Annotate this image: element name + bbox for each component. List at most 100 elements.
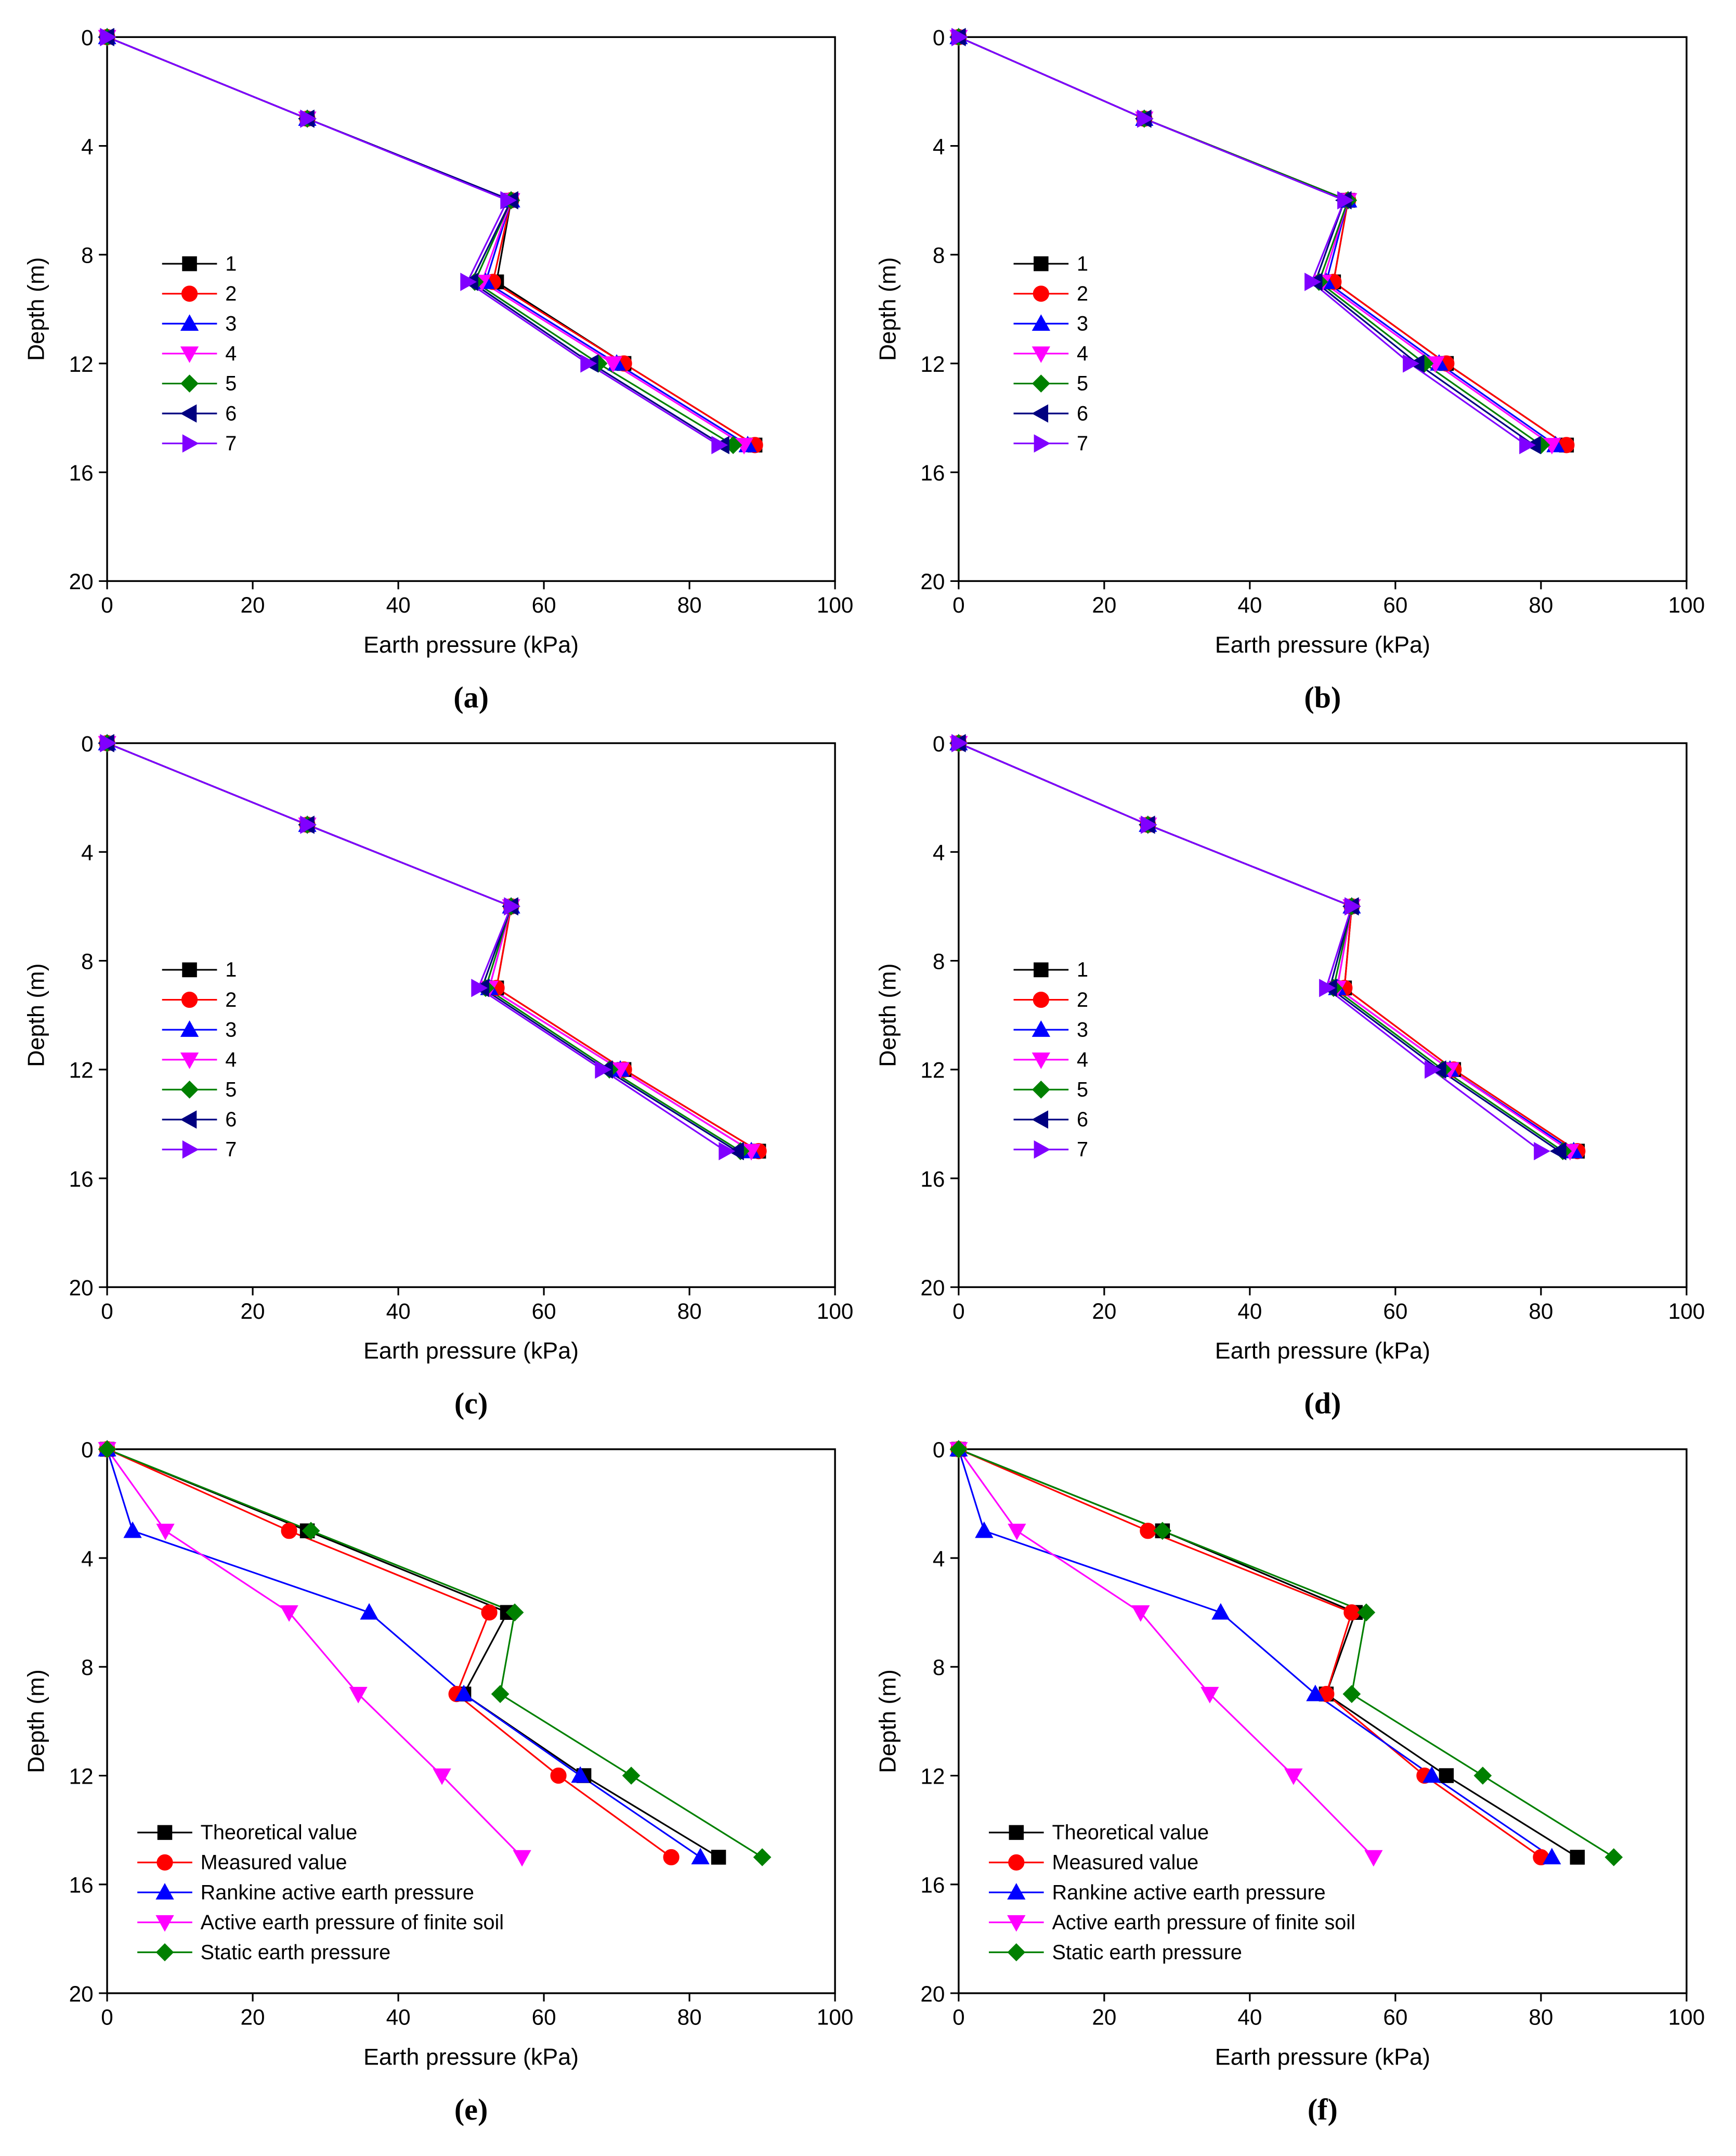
legend-label: 3 (1077, 313, 1088, 335)
y-tick-label: 0 (933, 1438, 945, 1462)
y-tick-label: 4 (81, 134, 94, 159)
series-line (107, 1448, 672, 1858)
legend-label: 1 (1077, 252, 1088, 275)
legend-marker (1034, 962, 1049, 978)
y-tick-label: 4 (933, 1547, 945, 1571)
marker (1357, 1603, 1376, 1622)
legend-label: 4 (225, 1048, 237, 1071)
x-tick-label: 0 (101, 593, 113, 617)
plot-frame (106, 36, 836, 582)
y-tick-label: 8 (933, 1655, 945, 1680)
legend-label: Static earth pressure (201, 1941, 390, 1964)
marker (123, 1521, 142, 1538)
legend-marker (1034, 434, 1051, 453)
x-tick-label: 80 (1529, 2005, 1553, 2030)
marker (280, 1605, 298, 1622)
marker (1137, 109, 1154, 128)
legend-label: 5 (1077, 1079, 1088, 1101)
x-tick-label: 100 (1668, 1299, 1705, 1323)
legend-label: 7 (1077, 432, 1088, 455)
y-tick-label: 0 (81, 25, 94, 50)
marker (1604, 1848, 1623, 1866)
marker (1140, 1523, 1156, 1539)
y-axis-label: Depth (m) (23, 963, 49, 1067)
y-tick-label: 4 (81, 840, 94, 865)
x-axis-label: Earth pressure (kPa) (1215, 631, 1430, 658)
x-axis-label: Earth pressure (kPa) (1215, 1337, 1430, 1364)
marker (727, 1142, 744, 1161)
marker (949, 1440, 968, 1459)
caption: (b) (1304, 680, 1341, 714)
legend-label: Theoretical value (1052, 1821, 1209, 1844)
x-tick-label: 80 (677, 593, 702, 617)
legend-marker (1032, 1052, 1050, 1069)
x-tick-label: 20 (241, 1299, 265, 1323)
x-tick-label: 60 (1383, 593, 1407, 617)
marker (1284, 1768, 1303, 1785)
x-tick-label: 20 (241, 2005, 265, 2030)
marker (1345, 897, 1361, 916)
series-line (107, 1448, 763, 1858)
series-line (106, 1448, 523, 1858)
marker (471, 979, 488, 997)
legend-marker (155, 1883, 174, 1900)
caption: (a) (453, 680, 489, 714)
legend-marker (180, 374, 199, 393)
marker (604, 356, 622, 373)
marker (550, 1767, 567, 1784)
plot-frame (106, 1448, 836, 1994)
legend-marker (182, 434, 199, 453)
legend-marker (180, 346, 199, 363)
marker (1008, 1524, 1026, 1540)
legend-label: Rankine active earth pressure (201, 1881, 474, 1904)
marker (711, 436, 728, 454)
y-tick-label: 16 (920, 1873, 945, 1898)
legend-marker (155, 1915, 174, 1932)
legend-label: 4 (1077, 342, 1088, 365)
marker (504, 897, 521, 916)
marker (1319, 979, 1336, 997)
y-tick-label: 12 (920, 1058, 945, 1083)
marker (500, 191, 517, 210)
legend-marker (180, 1110, 197, 1129)
plot-frame (958, 742, 1688, 1288)
legend-label: 5 (225, 372, 237, 395)
x-tick-label: 80 (677, 2005, 702, 2030)
marker (951, 28, 968, 46)
marker (1364, 1850, 1383, 1867)
marker (1337, 191, 1354, 210)
y-tick-label: 4 (81, 1547, 94, 1571)
series-line (958, 742, 1542, 1152)
marker (100, 28, 117, 46)
marker (300, 815, 317, 834)
marker (711, 1850, 726, 1865)
marker (98, 1440, 116, 1459)
legend-marker (181, 285, 198, 302)
legend-marker (1007, 1943, 1026, 1962)
marker (1425, 1060, 1441, 1079)
legend-marker (1032, 1020, 1050, 1037)
x-tick-label: 80 (1529, 1299, 1553, 1323)
x-tick-label: 60 (532, 2005, 556, 2030)
legend-label: 2 (225, 989, 237, 1011)
legend-marker (1032, 314, 1050, 331)
legend-marker (157, 1825, 173, 1840)
x-tick-label: 40 (1237, 593, 1262, 617)
marker (302, 1522, 320, 1540)
marker (1304, 272, 1321, 291)
legend-label: Theoretical value (201, 1821, 358, 1844)
x-tick-label: 20 (1092, 2005, 1116, 2030)
y-tick-label: 12 (920, 1764, 945, 1788)
x-tick-label: 100 (817, 1299, 853, 1323)
marker (1473, 1767, 1492, 1785)
legend-label: 3 (225, 1018, 237, 1041)
legend-marker (156, 1854, 173, 1871)
x-tick-label: 100 (817, 593, 853, 617)
y-tick-label: 12 (920, 352, 945, 376)
y-tick-label: 20 (920, 1276, 945, 1300)
legend-label: 3 (1077, 1018, 1088, 1041)
marker (491, 1685, 510, 1703)
caption: (f) (1308, 2093, 1338, 2126)
marker (1141, 815, 1157, 834)
